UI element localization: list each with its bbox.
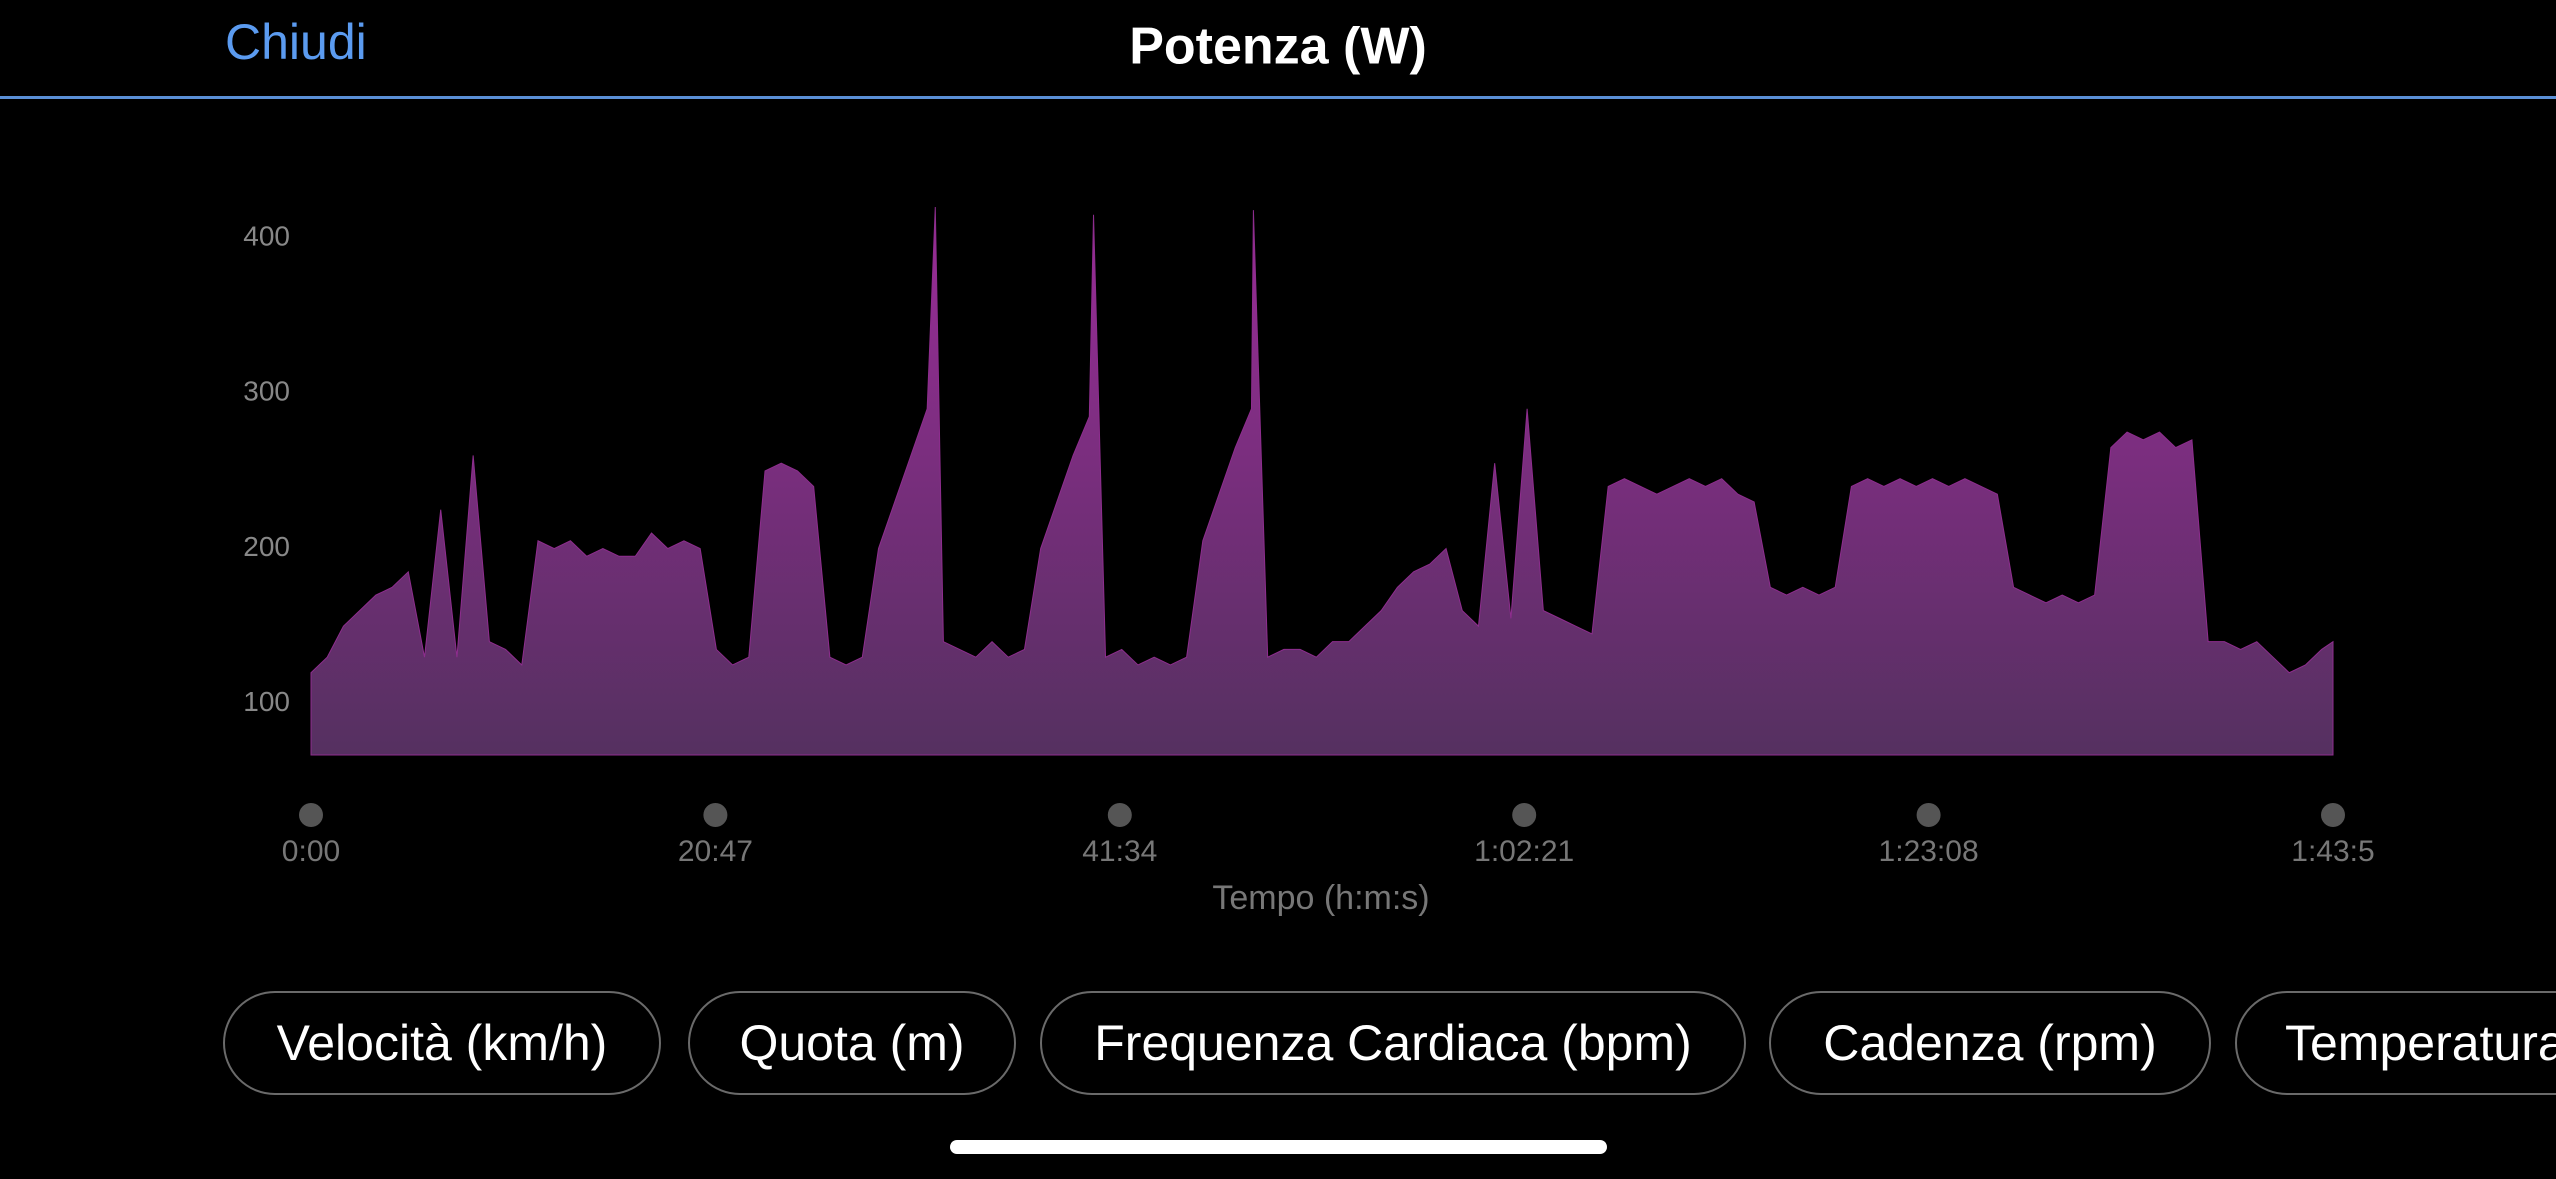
header-divider [0, 96, 2556, 99]
x-tick-label: 20:47 [678, 835, 753, 868]
x-tick-label: 1:23:08 [1879, 835, 1979, 868]
x-tick-label: 41:34 [1082, 835, 1157, 868]
x-tick-dot [1916, 803, 1941, 827]
tab-button[interactable]: Quota (m) [688, 991, 1016, 1095]
tab-button[interactable]: Temperatura [2235, 991, 2556, 1095]
y-tick-label: 200 [243, 531, 290, 562]
y-tick-label: 300 [243, 376, 290, 407]
y-tick-label: 400 [243, 220, 290, 251]
x-tick-dot [299, 803, 323, 827]
close-button[interactable]: Chiudi [225, 14, 367, 70]
x-tick-label: 1:43:5 [2291, 835, 2374, 868]
x-tick-label: 1:02:21 [1474, 835, 1574, 868]
x-tick-label: 0:00 [282, 835, 340, 868]
x-tick-dot [703, 803, 728, 827]
power-area [310, 206, 2334, 756]
page-title: Potenza (W) [1129, 18, 1427, 76]
x-tick-dot [1512, 803, 1537, 827]
tab-button[interactable]: Frequenza Cardiaca (bpm) [1040, 991, 1746, 1095]
x-tick-dot [1107, 803, 1132, 827]
x-tick-dot [2321, 803, 2345, 827]
x-axis-title: Tempo (h:m:s) [1212, 879, 1429, 917]
tab-button[interactable]: Velocità (km/h) [223, 991, 661, 1095]
y-tick-label: 100 [243, 686, 290, 717]
home-indicator [950, 1140, 1607, 1154]
tab-button[interactable]: Cadenza (rpm) [1769, 991, 2211, 1095]
